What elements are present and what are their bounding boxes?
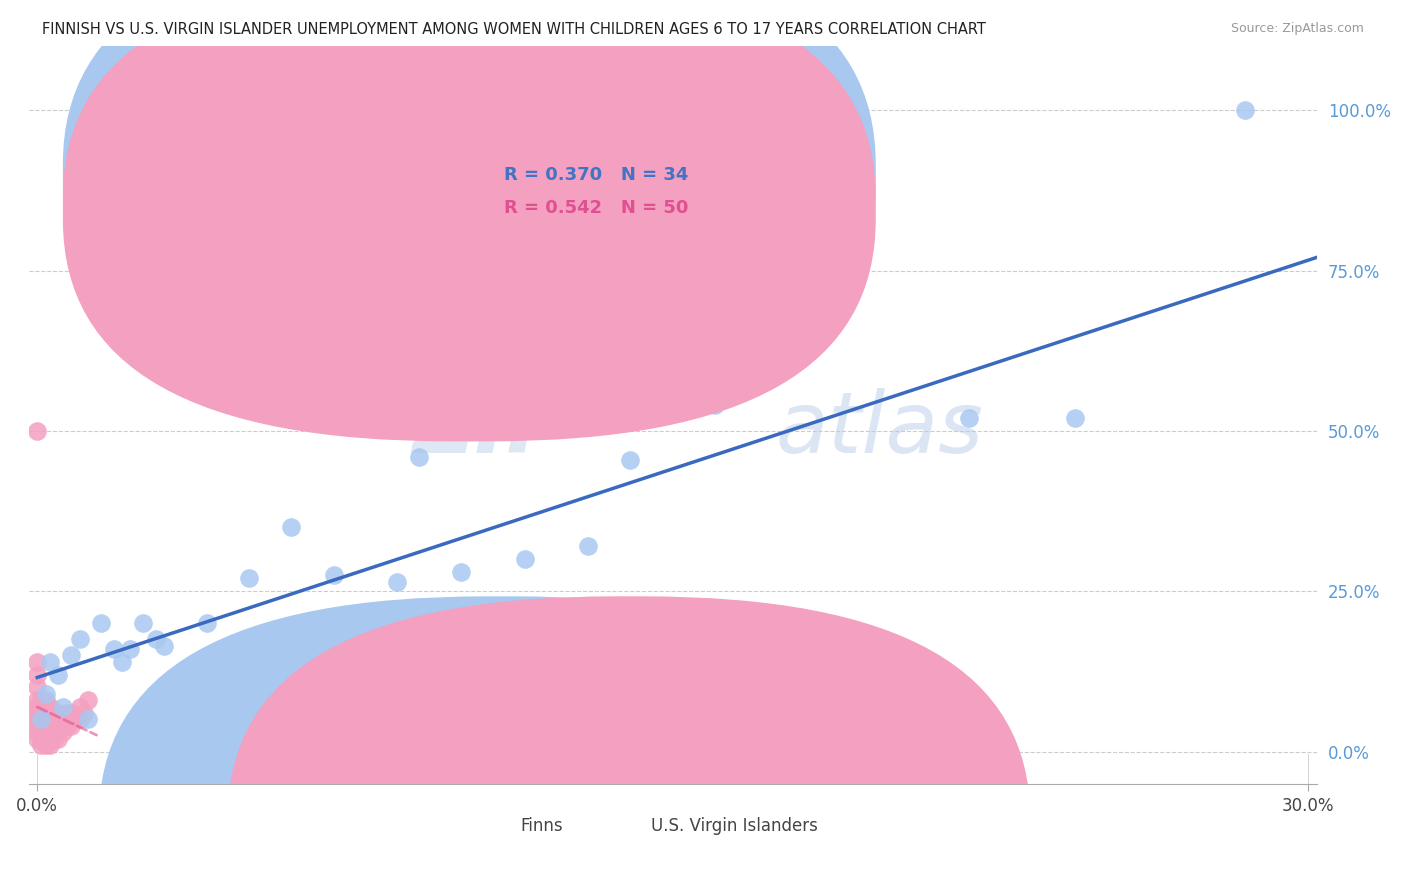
Text: Source: ZipAtlas.com: Source: ZipAtlas.com	[1230, 22, 1364, 36]
Point	[39, 738, 62, 752]
Point	[1233, 103, 1256, 118]
Point	[31, 731, 53, 746]
Point	[174, 719, 197, 733]
Point	[44, 713, 66, 727]
Point	[31, 738, 53, 752]
Point	[39, 725, 62, 739]
Point	[31, 693, 53, 707]
Point	[35, 738, 58, 752]
Text: FINNISH VS U.S. VIRGIN ISLANDER UNEMPLOYMENT AMONG WOMEN WITH CHILDREN AGES 6 TO: FINNISH VS U.S. VIRGIN ISLANDER UNEMPLOY…	[42, 22, 986, 37]
Point	[25, 713, 48, 727]
FancyBboxPatch shape	[228, 597, 1029, 892]
Point	[39, 719, 62, 733]
Point	[25, 731, 48, 746]
Point	[103, 641, 125, 656]
Point	[387, 574, 409, 589]
Point	[344, 667, 367, 681]
Point	[280, 520, 302, 534]
Point	[450, 565, 472, 579]
Point	[44, 725, 66, 739]
Text: U.S. Virgin Islanders: U.S. Virgin Islanders	[651, 817, 818, 835]
Point	[73, 706, 96, 720]
Point	[120, 641, 142, 656]
Text: atlas: atlas	[776, 388, 984, 471]
Point	[25, 693, 48, 707]
Point	[39, 731, 62, 746]
Point	[48, 719, 70, 733]
Text: ZIP: ZIP	[412, 388, 569, 471]
Point	[39, 706, 62, 720]
Point	[31, 713, 53, 727]
Point	[35, 713, 58, 727]
Point	[683, 699, 706, 714]
Point	[48, 706, 70, 720]
Point	[56, 706, 79, 720]
Point	[39, 699, 62, 714]
Point	[35, 719, 58, 733]
Point	[31, 699, 53, 714]
Point	[48, 731, 70, 746]
Point	[44, 731, 66, 746]
Point	[60, 706, 83, 720]
FancyBboxPatch shape	[434, 145, 744, 238]
Point	[1064, 411, 1087, 425]
Point	[90, 616, 112, 631]
FancyBboxPatch shape	[63, 0, 875, 441]
Point	[322, 568, 344, 582]
Point	[513, 552, 536, 566]
Point	[69, 632, 91, 647]
Point	[35, 693, 58, 707]
Point	[25, 719, 48, 733]
FancyBboxPatch shape	[63, 0, 875, 408]
Point	[259, 398, 281, 412]
Point	[69, 713, 91, 727]
Point	[31, 725, 53, 739]
Point	[25, 655, 48, 669]
Text: R = 0.370   N = 34: R = 0.370 N = 34	[505, 166, 689, 185]
Point	[39, 655, 62, 669]
Point	[69, 699, 91, 714]
Point	[31, 713, 53, 727]
Point	[576, 539, 599, 553]
Point	[56, 719, 79, 733]
Point	[25, 681, 48, 695]
Point	[35, 699, 58, 714]
Point	[77, 713, 100, 727]
Point	[60, 719, 83, 733]
Point	[25, 725, 48, 739]
Point	[25, 667, 48, 681]
Point	[60, 648, 83, 663]
Point	[35, 725, 58, 739]
Point	[153, 639, 176, 653]
Point	[77, 693, 100, 707]
Point	[25, 424, 48, 438]
Point	[31, 719, 53, 733]
Point	[35, 706, 58, 720]
Point	[132, 616, 155, 631]
Point	[52, 725, 75, 739]
Point	[39, 713, 62, 727]
Point	[195, 616, 218, 631]
Point	[111, 655, 134, 669]
Point	[25, 706, 48, 720]
Text: R = 0.542   N = 50: R = 0.542 N = 50	[505, 200, 689, 218]
FancyBboxPatch shape	[100, 597, 901, 892]
Point	[35, 687, 58, 701]
Point	[25, 699, 48, 714]
Point	[31, 706, 53, 720]
Point	[619, 452, 641, 467]
Point	[957, 411, 980, 425]
Point	[65, 713, 87, 727]
Point	[35, 731, 58, 746]
Point	[301, 411, 323, 425]
Point	[408, 450, 430, 464]
Point	[52, 699, 75, 714]
Point	[238, 571, 260, 585]
Point	[145, 632, 167, 647]
Text: Finns: Finns	[520, 817, 564, 835]
Point	[704, 398, 727, 412]
Point	[48, 667, 70, 681]
